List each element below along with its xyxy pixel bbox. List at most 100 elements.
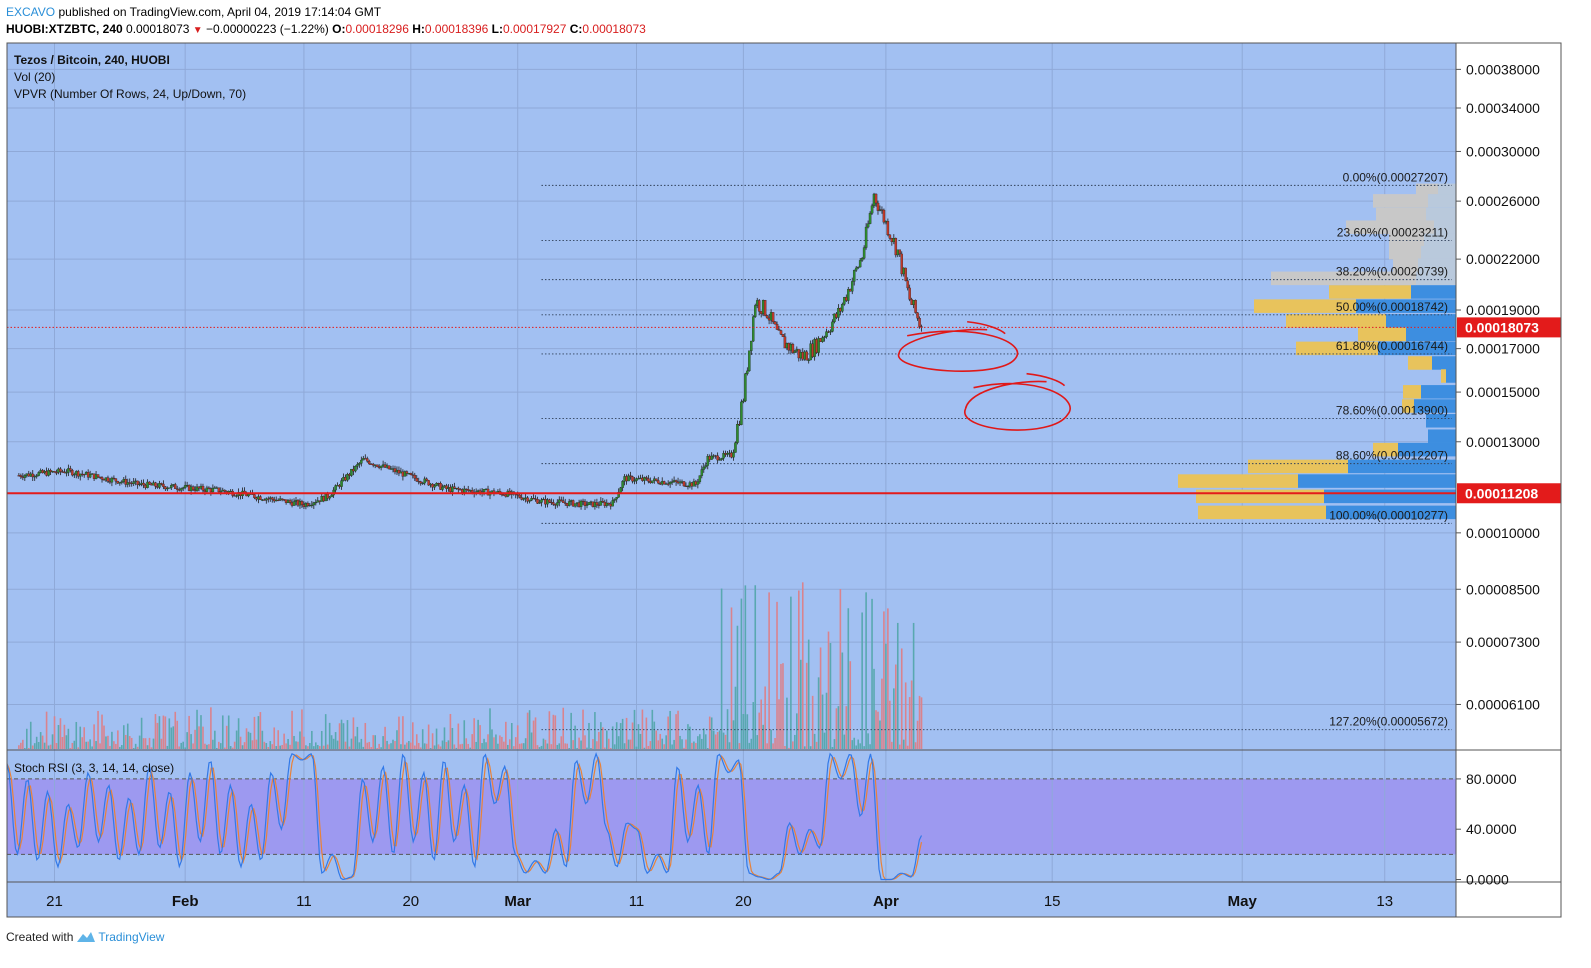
- volume-bar: [738, 743, 741, 749]
- vpvr-up-bar: [1421, 245, 1456, 260]
- tradingview-link[interactable]: TradingView: [98, 930, 165, 944]
- candle-body: [718, 459, 721, 461]
- candle-body: [783, 336, 787, 349]
- volume-bar: [900, 648, 903, 749]
- candle-body: [716, 455, 719, 461]
- candle-body: [356, 464, 359, 467]
- volume-bar: [315, 742, 317, 749]
- volume-bar: [465, 738, 468, 749]
- candle-body: [906, 280, 909, 289]
- volume-bar: [61, 737, 64, 749]
- candle-body: [706, 456, 709, 466]
- time-tick-label: Mar: [504, 893, 531, 910]
- volume-bar: [792, 741, 794, 749]
- volume-bar: [801, 582, 804, 749]
- candle-body: [69, 468, 72, 471]
- vpvr-up-bar: [1348, 459, 1456, 474]
- volume-bar: [623, 743, 626, 749]
- candle-body: [874, 193, 878, 204]
- volume-bar: [451, 727, 454, 749]
- volume-bar: [342, 723, 345, 749]
- candle-body: [73, 474, 76, 476]
- volume-bar: [887, 608, 889, 749]
- volume-bar: [712, 730, 715, 749]
- volume-bar: [503, 741, 505, 749]
- volume-bar: [51, 734, 54, 749]
- volume-bar: [81, 737, 84, 749]
- candle-body: [425, 478, 428, 481]
- candle-body: [837, 308, 840, 318]
- candle-body: [346, 474, 349, 481]
- candle-body: [175, 488, 179, 490]
- volume-bar: [758, 712, 761, 749]
- volume-bar: [241, 745, 244, 749]
- volume-bar: [406, 742, 408, 749]
- volume-bar: [447, 740, 450, 749]
- candle-body: [898, 249, 902, 255]
- hand-drawn-ellipse: [898, 320, 1019, 372]
- candle-body: [886, 221, 890, 236]
- volume-bar: [530, 732, 533, 749]
- candle-body: [670, 481, 674, 483]
- volume-bar: [459, 744, 462, 749]
- author-link[interactable]: EXCAVO: [6, 5, 56, 19]
- fib-level-label: 23.60%(0.00023211): [1337, 226, 1448, 240]
- volume-bar: [435, 728, 438, 749]
- candle-body: [573, 503, 577, 507]
- candle-body: [643, 477, 646, 481]
- volume-bar: [73, 740, 76, 749]
- volume-bar: [427, 724, 430, 749]
- fib-level-label: 78.60%(0.00013900): [1336, 404, 1448, 418]
- volume-bar: [699, 734, 701, 749]
- candle-body: [528, 500, 531, 502]
- hand-drawn-ellipse: [964, 372, 1071, 431]
- volume-bar: [532, 720, 535, 749]
- volume-bar: [873, 668, 875, 749]
- candle-body: [629, 475, 632, 477]
- volume-bar: [27, 748, 30, 749]
- candle-body: [164, 486, 167, 490]
- volume-bar: [528, 710, 531, 749]
- volume-bar: [912, 622, 915, 749]
- candle-body: [864, 226, 868, 248]
- volume-bar: [202, 726, 204, 749]
- volume-bar: [350, 738, 353, 749]
- volume-bar: [443, 727, 446, 749]
- volume-bar: [896, 622, 899, 749]
- candle-body: [33, 476, 36, 478]
- volume-bar: [154, 714, 157, 749]
- volume-bar: [37, 742, 40, 749]
- volume-bar: [324, 714, 327, 749]
- vpvr-up-bar: [1406, 327, 1456, 342]
- candle-body: [548, 499, 551, 503]
- volume-bar: [673, 739, 675, 749]
- candle-body: [397, 470, 401, 474]
- volume-bar: [117, 730, 119, 749]
- volume-bar: [87, 741, 89, 749]
- volume-bar: [291, 710, 293, 749]
- volume-bar: [617, 736, 620, 749]
- candle-body: [742, 400, 745, 403]
- volume-bar: [360, 738, 363, 749]
- volume-bar: [463, 720, 466, 749]
- volume-bar: [121, 745, 123, 749]
- volume-bar: [821, 694, 824, 749]
- open-value: 0.00018296: [345, 22, 409, 36]
- symbol-label: HUOBI:XTZBTC, 240: [6, 22, 123, 36]
- candle-body: [330, 494, 333, 498]
- volume-bar: [43, 742, 46, 749]
- volume-bar: [212, 739, 214, 749]
- volume-bar: [772, 743, 774, 749]
- vpvr-down-bar: [1416, 183, 1438, 198]
- low-value: 0.00017927: [502, 22, 567, 36]
- volume-bar: [392, 739, 394, 749]
- candle-body: [668, 481, 672, 485]
- candle-body: [722, 453, 725, 459]
- candle-body: [856, 266, 860, 269]
- volume-bar: [265, 743, 268, 749]
- candle-body: [914, 299, 917, 313]
- vpvr-down-bar: [1389, 245, 1421, 260]
- candle-body: [657, 480, 660, 484]
- volume-bar: [275, 746, 278, 749]
